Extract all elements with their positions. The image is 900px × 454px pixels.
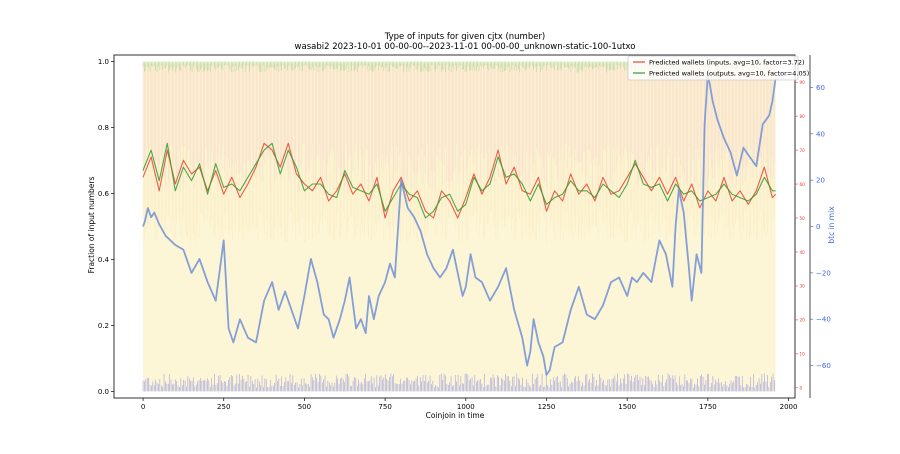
- y-tick-label: 0.2: [98, 322, 109, 330]
- series-lines: [142, 72, 777, 376]
- x-tick-label: 2000: [780, 403, 798, 411]
- y2-tick-label: 20: [816, 177, 825, 185]
- y-tick-label: 0.4: [98, 256, 110, 264]
- legend: Predicted wallets (inputs, avg=10, facto…: [627, 55, 809, 81]
- y2-tick-label: 0: [816, 223, 820, 231]
- y3-tick-label: 30: [800, 284, 806, 289]
- y3-tick-label: 40: [800, 250, 806, 255]
- y2-tick-label: −60: [816, 362, 831, 370]
- y-axis-label: Fraction of input numbers: [87, 177, 96, 274]
- series-line-outputs: [142, 142, 776, 219]
- bg-yellow-band: [143, 61, 776, 392]
- background-bars: [142, 61, 776, 392]
- y2-tick-label: −40: [816, 316, 831, 324]
- y-tick-label: 0.0: [98, 388, 109, 396]
- series-line-btc-in-mix: [142, 72, 777, 376]
- y-tick-label: 1.0: [98, 58, 109, 66]
- y3-tick-label: 60: [800, 182, 806, 187]
- x-tick-label: 750: [378, 403, 391, 411]
- plot-frame: [113, 54, 796, 399]
- y3-tick-label: 0: [800, 386, 803, 391]
- y3-tick-label: 90: [800, 80, 806, 85]
- y3-tick-label: 50: [800, 216, 806, 221]
- x-tick-label: 250: [217, 403, 230, 411]
- chart-title: Type of inputs for given cjtx (number): [384, 32, 546, 42]
- x-tick-label: 1000: [457, 403, 475, 411]
- axes-frame: [113, 54, 796, 399]
- legend-entry-inputs: Predicted wallets (inputs, avg=10, facto…: [649, 59, 805, 67]
- axes-ticks: 0 250 500 750 1000 1250 1500 1750 20000.00.20.40…: [98, 55, 831, 411]
- y2-tick-label: 60: [816, 84, 825, 92]
- legend-box: [627, 55, 799, 81]
- y2-tick-label: 40: [816, 130, 825, 138]
- y2-axis-label: btc in mix: [827, 206, 836, 244]
- y-tick-label: 0.8: [98, 124, 109, 132]
- chart-subtitle: wasabi2 2023-10-01 00-00-00--2023-11-01 …: [295, 42, 636, 52]
- y3-tick-label: 10: [800, 352, 806, 357]
- legend-entry-outputs: Predicted wallets (outputs, avg=10, fact…: [649, 70, 809, 78]
- x-tick-label: 0: [141, 403, 145, 411]
- y-tick-label: 0.6: [98, 190, 110, 198]
- y3-tick-label: 80: [800, 114, 806, 119]
- y2-tick-label: −20: [816, 269, 831, 277]
- x-tick-label: 500: [298, 403, 311, 411]
- x-tick-label: 1500: [618, 403, 636, 411]
- y3-tick-label: 70: [800, 148, 806, 153]
- x-tick-label: 1250: [538, 403, 556, 411]
- x-tick-label: 1750: [699, 403, 717, 411]
- x-axis-label: Coinjoin in time: [426, 411, 485, 420]
- y3-tick-label: 20: [800, 318, 806, 323]
